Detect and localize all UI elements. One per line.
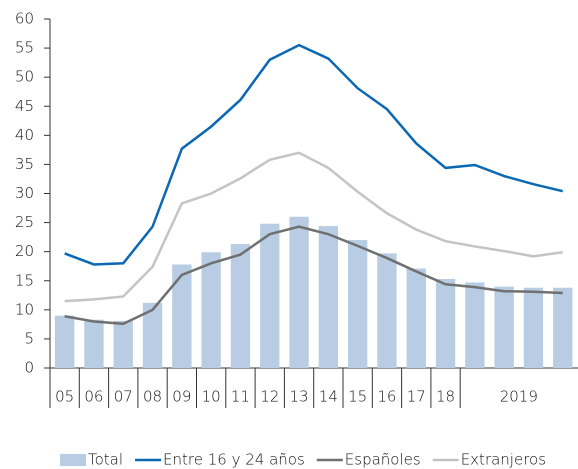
y-tick-label: 55	[15, 39, 34, 57]
y-tick-label: 40	[15, 126, 34, 144]
x-tick-label: 17	[407, 388, 426, 406]
bar	[201, 252, 221, 368]
x-tick-label: 09	[172, 388, 191, 406]
bar	[142, 302, 163, 368]
y-tick-label: 45	[15, 97, 34, 115]
x-tick-label: 10	[202, 388, 221, 406]
bar	[523, 287, 544, 368]
x-tick-label: 14	[319, 388, 338, 406]
bar	[113, 320, 133, 368]
line-series	[64, 225, 563, 326]
y-tick-label: 10	[15, 300, 34, 318]
bar	[54, 315, 75, 368]
x-tick-label: 13	[290, 388, 309, 406]
x-tick-label: 15	[348, 388, 367, 406]
line-series	[64, 151, 563, 303]
bar	[347, 240, 368, 368]
bar	[553, 287, 573, 368]
bar	[230, 244, 251, 368]
bar	[377, 253, 397, 368]
legend-label: Total	[88, 451, 123, 469]
x-tick-label: 2019	[500, 388, 538, 406]
y-tick-label: 35	[15, 155, 34, 173]
bar	[435, 279, 456, 368]
y-tick-label: 0	[24, 359, 34, 377]
x-tick-label: 05	[55, 388, 74, 406]
legend-label: Españoles	[345, 451, 421, 469]
y-tick-label: 5	[24, 329, 34, 347]
y-tick-label: 30	[15, 184, 34, 202]
x-tick-label: 11	[231, 388, 250, 406]
y-tick-label: 15	[15, 271, 34, 289]
x-tick-label: 12	[260, 388, 279, 406]
bar	[260, 223, 280, 368]
legend-swatch	[60, 454, 86, 466]
bar	[318, 226, 339, 368]
line-series	[64, 43, 564, 266]
y-tick-label: 25	[15, 213, 34, 231]
bar	[84, 319, 104, 368]
legend-label: Extranjeros	[461, 451, 546, 469]
y-tick-label: 50	[15, 68, 34, 86]
x-tick-label: 08	[143, 388, 162, 406]
y-tick-label: 20	[15, 242, 34, 260]
x-tick-label: 16	[377, 388, 396, 406]
bar	[289, 216, 309, 368]
y-tick-label: 60	[15, 10, 34, 28]
x-tick-label: 06	[84, 388, 103, 406]
bar	[172, 264, 192, 368]
x-tick-label: 18	[436, 388, 455, 406]
bar	[494, 286, 514, 368]
bar	[406, 268, 426, 368]
bar	[465, 282, 485, 368]
x-tick-label: 07	[114, 388, 133, 406]
legend-label: Entre 16 y 24 años	[163, 451, 305, 469]
